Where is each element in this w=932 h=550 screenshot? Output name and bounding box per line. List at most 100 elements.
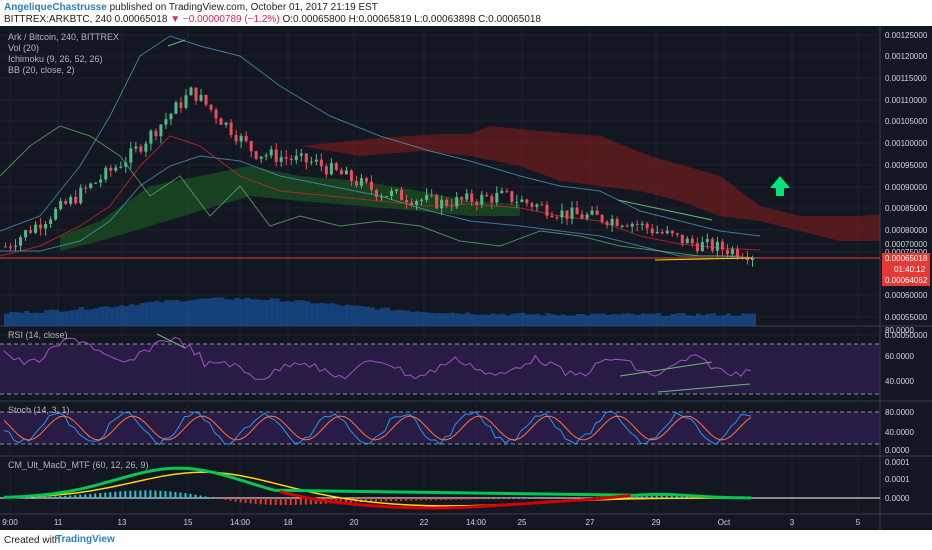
candle-body <box>284 157 288 159</box>
candle-body <box>49 219 53 225</box>
volume-bar <box>354 305 360 326</box>
candle-body <box>344 170 348 175</box>
candle-body <box>254 151 258 159</box>
stoch-tick: 0.0000 <box>885 446 910 455</box>
candle-body <box>635 223 639 225</box>
candle-body <box>149 130 153 144</box>
macd-histogram-bar <box>94 493 97 498</box>
time-tick: 25 <box>518 518 527 527</box>
volume-bar <box>410 311 416 326</box>
macd-histogram-bar <box>249 498 252 504</box>
candle-body <box>605 221 609 226</box>
macd-histogram-bar <box>134 490 137 498</box>
rsi-divergence <box>156 333 186 349</box>
candle-body <box>385 196 389 198</box>
macd-histogram-bar <box>455 498 458 500</box>
ichimoku-cloud-red <box>300 126 880 241</box>
macd-histogram-bar <box>234 498 237 502</box>
up-arrow-icon <box>770 176 790 196</box>
divergence-line <box>654 257 753 261</box>
tradingview-logo[interactable]: TradingView <box>56 534 115 545</box>
volume-bar <box>495 314 501 326</box>
down-arrow-icon: ▼ <box>170 14 181 25</box>
volume-bar <box>344 304 350 326</box>
volume-bar <box>169 300 175 326</box>
macd-histogram-bar <box>289 498 292 506</box>
volume-bar <box>460 314 466 326</box>
macd-histogram-bar <box>184 493 187 498</box>
candle-body <box>229 122 233 136</box>
macd-histogram-bar <box>99 493 102 498</box>
macd-histogram-bar <box>349 498 352 503</box>
volume-bar <box>675 313 681 326</box>
candle-body <box>595 210 599 215</box>
volume-bar <box>555 315 561 326</box>
macd-histogram-bar <box>475 498 478 500</box>
volume-bar <box>665 315 671 326</box>
macd-histogram-bar <box>415 498 418 501</box>
macd-histogram-bar <box>219 498 222 500</box>
candle-body <box>505 190 509 192</box>
volume-bar <box>465 312 471 326</box>
volume-bar <box>179 301 185 326</box>
macd-histogram-bar <box>374 498 377 502</box>
candle-body <box>209 104 213 110</box>
candle-body <box>745 257 749 261</box>
candle-body <box>289 158 293 161</box>
macd-histogram-bar <box>129 490 132 498</box>
volume-bar <box>54 309 60 326</box>
macd-histogram-bar <box>194 494 197 498</box>
volume-bar <box>580 313 586 326</box>
macd-histogram-bar <box>239 498 242 503</box>
candle-body <box>410 202 414 205</box>
rsi-line <box>3 336 752 380</box>
stoch-d-line <box>3 415 752 441</box>
macd-histogram-bar <box>460 498 463 500</box>
rsi-title: RSI (14, close) <box>8 330 68 340</box>
volume-bar <box>324 303 330 326</box>
candle-body <box>299 153 303 156</box>
candle-body <box>455 197 459 207</box>
volume-bar <box>505 315 511 326</box>
candle-body <box>109 167 113 171</box>
time-tick: 5 <box>856 518 861 527</box>
volume-bar <box>550 314 556 326</box>
macd-histogram-bar <box>74 495 77 498</box>
candle-body <box>224 122 228 125</box>
volume-bar <box>79 307 85 326</box>
volume-bar <box>655 313 661 326</box>
volume-bar <box>104 306 110 326</box>
macd-histogram-bar <box>665 494 668 498</box>
candle-body <box>715 241 719 251</box>
stoch-tick: 80.0000 <box>885 408 914 417</box>
volume-bar <box>645 313 651 326</box>
candle-body <box>199 94 203 101</box>
candle-body <box>249 141 253 152</box>
volume-bar <box>725 313 731 326</box>
time-tick: 18 <box>284 518 293 527</box>
volume-bar <box>635 314 641 326</box>
volume-bar <box>615 314 621 326</box>
volume-bar <box>695 313 701 326</box>
macd-histogram-bar <box>279 498 282 506</box>
volume-bar <box>24 311 30 326</box>
bollinger-lower <box>0 155 761 259</box>
chart-svg[interactable]: Ark / Bitcoin, 240, BITTREX Vol (20) Ich… <box>0 26 932 530</box>
volume-bar <box>284 301 290 326</box>
macd-histogram-bar <box>590 497 593 498</box>
volume-bar <box>445 313 451 326</box>
rsi-divergence <box>619 361 713 377</box>
time-tick: 14:00 <box>230 518 251 527</box>
chart-header: AngeliqueChastrusse published on Trading… <box>0 0 932 26</box>
countdown-tag <box>882 264 930 275</box>
ohlc-values: O:0.00065800 H:0.00065819 L:0.00063898 C… <box>282 14 541 25</box>
volume-bar <box>89 309 95 326</box>
candle-body <box>660 231 664 234</box>
volume-bar <box>650 313 656 326</box>
author-name[interactable]: AngeliqueChastrusse <box>4 2 107 13</box>
chart-canvas[interactable]: Ark / Bitcoin, 240, BITTREX Vol (20) Ich… <box>0 26 932 530</box>
candle-body <box>705 239 709 243</box>
candle-body <box>555 217 559 219</box>
volume-bar <box>730 315 736 326</box>
volume-bar <box>475 314 481 326</box>
